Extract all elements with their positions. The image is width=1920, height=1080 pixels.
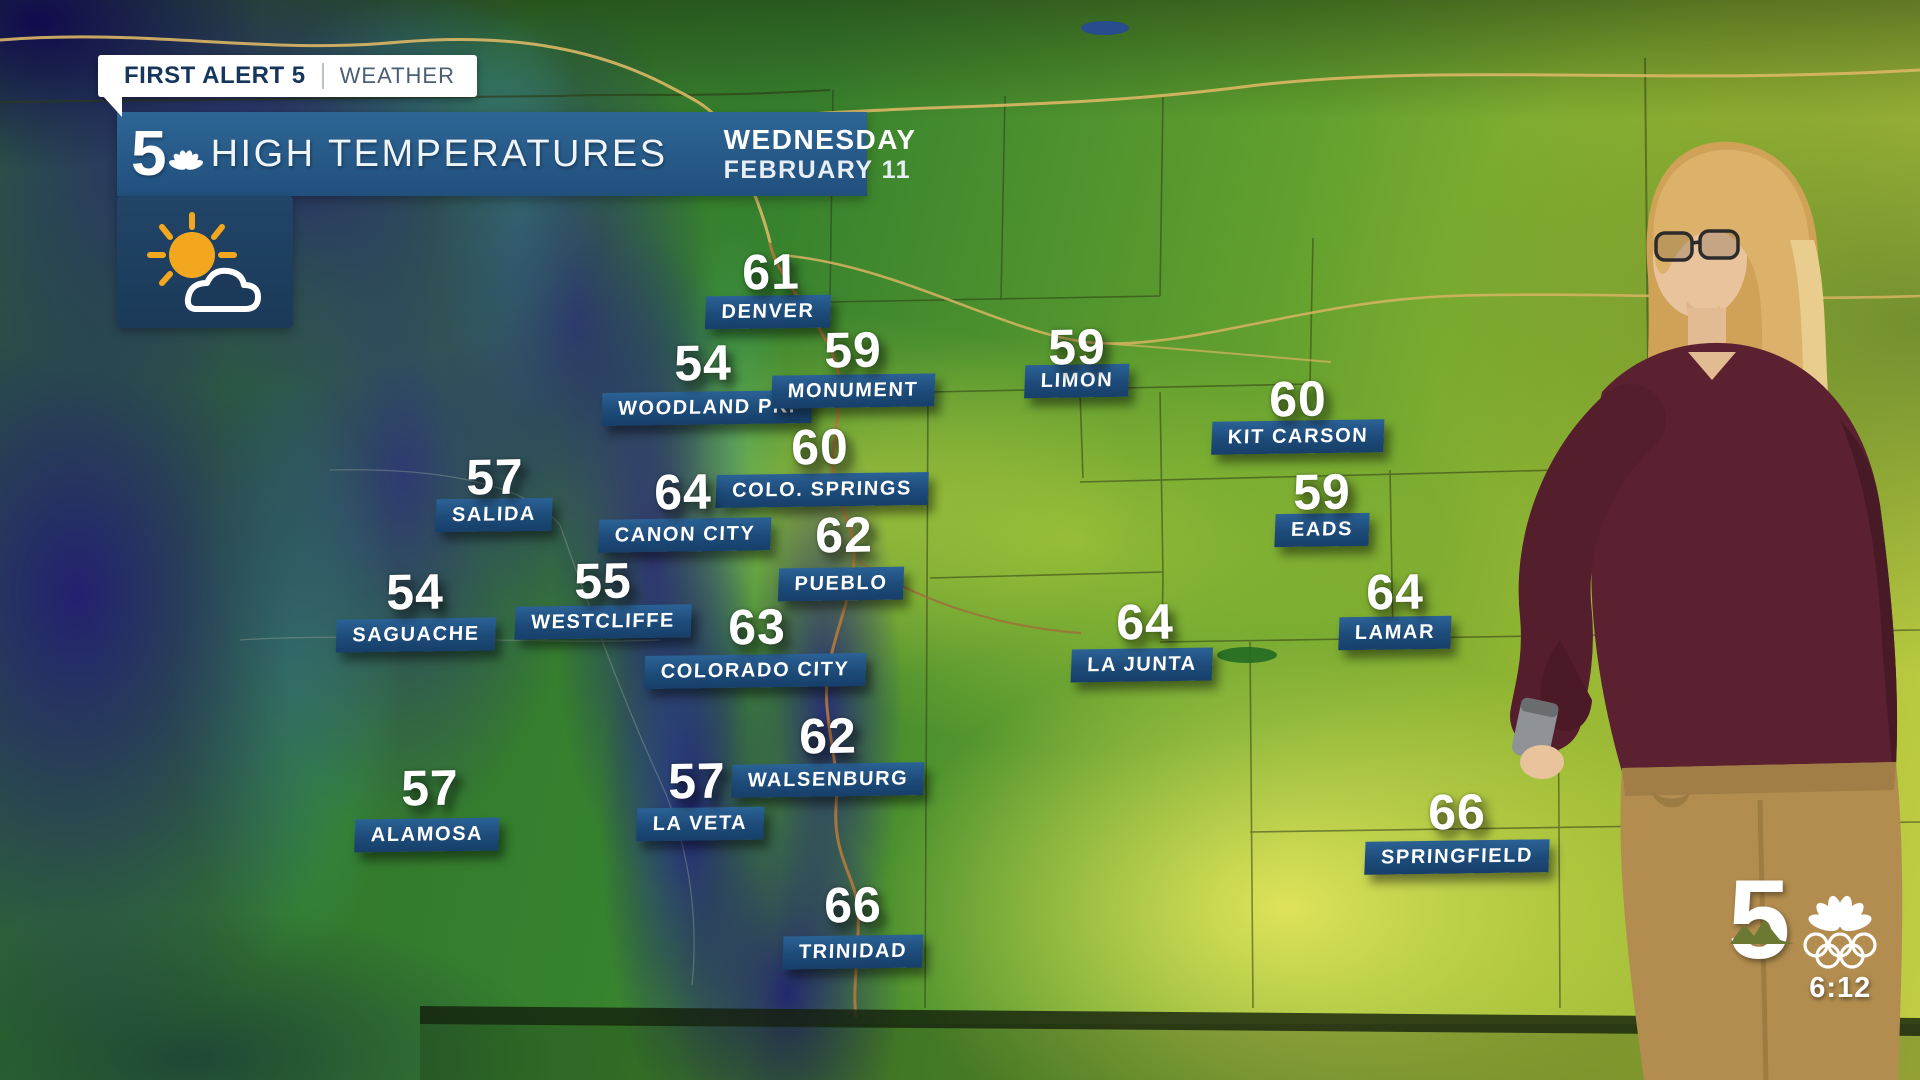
nbc-peacock-icon-large (1808, 895, 1872, 932)
temp-salida: 57 (465, 448, 525, 506)
temp-walsenburg: 62 (798, 707, 858, 765)
banner-brand-text: FIRST ALERT 5 (124, 62, 306, 89)
olympic-rings-icon (1803, 932, 1877, 969)
nbc5-bug-logo: 5 (1728, 864, 1794, 1005)
label-colorado-city: COLORADO CITY (644, 652, 866, 690)
label-la-veta: LA VETA (636, 806, 764, 842)
temp-trinidad: 66 (823, 876, 883, 934)
forecast-condition-panel (117, 196, 293, 328)
temp-la-veta: 57 (667, 752, 727, 810)
banner-divider (321, 63, 324, 89)
temp-woodland-pk: 54 (673, 334, 733, 392)
label-colo-springs: COLO. SPRINGS (715, 472, 929, 508)
temp-springfield: 66 (1427, 783, 1487, 841)
temp-colorado-city: 63 (727, 598, 787, 656)
nbc-peacock-icon (168, 150, 203, 170)
forecast-day: WEDNESDAY (723, 123, 917, 155)
label-alamosa: ALAMOSA (354, 817, 500, 853)
temp-colo-springs: 60 (790, 418, 850, 476)
temp-canon-city: 64 (653, 463, 713, 521)
mountain-icon (1730, 920, 1794, 944)
temp-alamosa: 57 (400, 759, 460, 817)
temp-kit-carson: 60 (1268, 370, 1328, 428)
temp-westcliffe: 55 (573, 552, 633, 610)
label-pueblo: PUEBLO (777, 566, 905, 602)
first-alert-banner: FIRST ALERT 5 WEATHER (98, 55, 477, 117)
station-bug: 5 (1728, 864, 1884, 1005)
label-canon-city: CANON CITY (598, 517, 772, 553)
label-walsenburg: WALSENBURG (731, 762, 925, 798)
nbc5-header-logo: 5 (131, 117, 203, 190)
temp-la-junta: 64 (1115, 593, 1175, 651)
clock-time: 6:12 (1809, 972, 1872, 1004)
temp-denver: 61 (741, 243, 801, 301)
temp-lamar: 64 (1365, 563, 1425, 621)
title-bar: 5 HIGH TEMPERATURES WEDNESDAY FEBRUARY 1… (117, 112, 915, 196)
temp-eads: 59 (1292, 463, 1352, 521)
banner-section-text: WEATHER (339, 63, 455, 88)
label-la-junta: LA JUNTA (1070, 647, 1214, 683)
temp-monument: 59 (823, 321, 883, 379)
forecast-date: FEBRUARY 11 (723, 155, 912, 184)
temp-pueblo: 62 (814, 506, 874, 564)
label-trinidad: TRINIDAD (782, 934, 924, 970)
channel-5-glyph: 5 (131, 117, 167, 190)
page-title: HIGH TEMPERATURES (210, 132, 668, 175)
temp-saguache: 54 (385, 563, 445, 621)
temp-limon: 59 (1047, 318, 1107, 376)
label-saguache: SAGUACHE (335, 617, 497, 653)
partly-cloudy-icon (147, 212, 261, 312)
label-springfield: SPRINGFIELD (1364, 839, 1550, 875)
